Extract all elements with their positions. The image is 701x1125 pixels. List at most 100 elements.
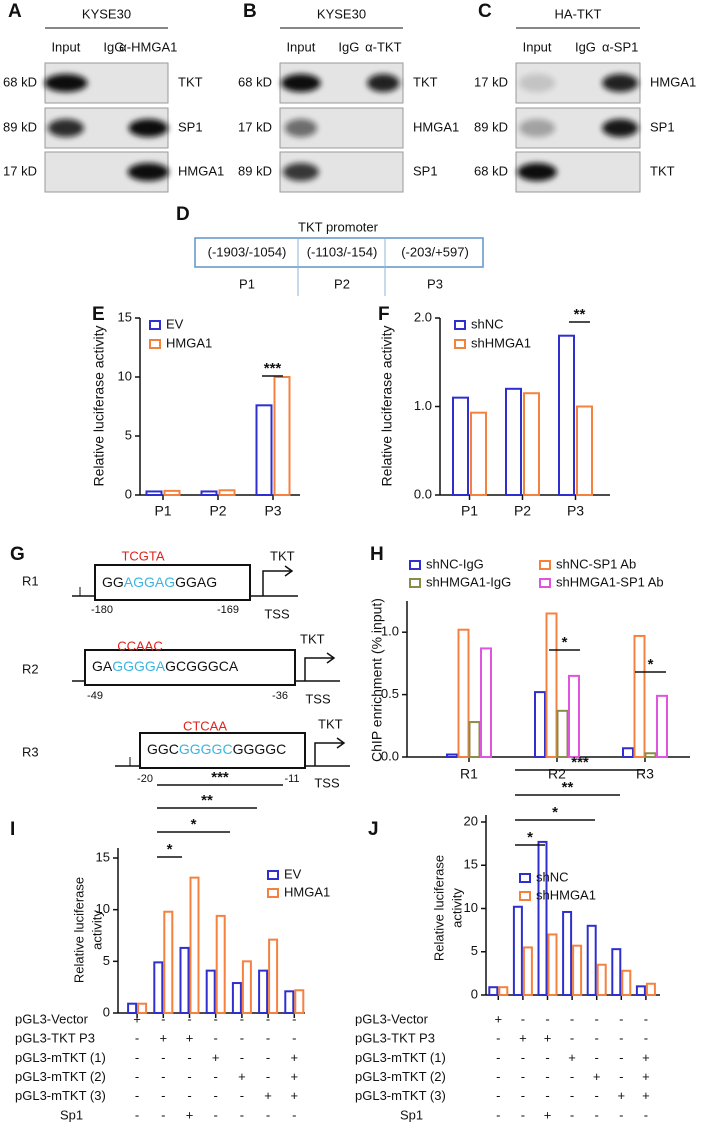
- legend-swatch: [539, 560, 551, 570]
- condition-sign: -: [135, 1050, 139, 1065]
- condition-sign: -: [135, 1069, 139, 1084]
- legend-swatch: [519, 891, 531, 901]
- condition-sign: -: [570, 1069, 574, 1084]
- legend-label: shNC-IgG: [426, 556, 484, 571]
- legend-label: HMGA1: [284, 884, 330, 899]
- y-axis-label: activity: [449, 888, 464, 928]
- condition-sign: -: [545, 1050, 549, 1065]
- condition-sign: -: [214, 1107, 218, 1122]
- condition-sign: +: [593, 1069, 601, 1084]
- y-tick-label: 20: [464, 813, 478, 828]
- condition-sign: +: [291, 1088, 299, 1103]
- condition-sign: +: [212, 1050, 220, 1065]
- condition-sign: +: [568, 1050, 576, 1065]
- y-tick-label: 15: [96, 849, 110, 864]
- condition-sign: -: [521, 1088, 525, 1103]
- protein-label: SP1: [413, 163, 438, 178]
- legend-swatch: [539, 578, 551, 588]
- bar: [498, 986, 509, 997]
- size-label: 68 kD: [3, 74, 37, 89]
- significance-label: ***: [211, 769, 229, 786]
- sequence-part: GGAG: [175, 574, 217, 590]
- bar: [522, 946, 533, 996]
- y-axis-label: Relative luciferase activity: [91, 325, 107, 486]
- condition-sign: -: [595, 1031, 599, 1046]
- y-tick-label: 15: [118, 309, 132, 324]
- legend-swatch: [149, 339, 161, 349]
- bar: [163, 489, 181, 496]
- y-tick-label: 15: [464, 857, 478, 872]
- size-label: 68 kD: [238, 74, 272, 89]
- condition-label: pGL3-mTKT (1): [355, 1050, 446, 1065]
- bar: [205, 969, 216, 1015]
- significance-label: *: [562, 634, 568, 651]
- size-label: 17 kD: [474, 74, 508, 89]
- protein-label: HMGA1: [650, 74, 696, 89]
- size-label: 89 kD: [474, 119, 508, 134]
- x-tick-label: R1: [460, 766, 478, 782]
- x-tick-label: R3: [636, 766, 654, 782]
- legend-label: HMGA1: [166, 335, 212, 350]
- y-axis-label: Relative luciferase: [71, 877, 86, 983]
- bar: [633, 634, 646, 758]
- bar: [255, 404, 273, 497]
- sequence: GGCGGGGCGGGGC: [147, 741, 286, 757]
- size-label: 89 kD: [238, 163, 272, 178]
- condition-sign: -: [496, 1031, 500, 1046]
- condition-sign: -: [595, 1107, 599, 1122]
- condition-sign: +: [291, 1050, 299, 1065]
- start-pos: -180: [91, 604, 113, 616]
- condition-sign: +: [133, 1011, 141, 1026]
- y-tick-label: 0: [103, 1004, 110, 1019]
- bar: [562, 910, 573, 997]
- tss-label: TSS: [314, 775, 340, 790]
- condition-sign: -: [619, 1011, 623, 1026]
- tss-arrow: [314, 737, 346, 766]
- significance-label: ***: [571, 754, 589, 771]
- band: [284, 119, 318, 137]
- start-pos: -49: [87, 690, 103, 702]
- condition-sign: -: [214, 1011, 218, 1026]
- legend-swatch: [409, 578, 421, 588]
- protein-label: TKT: [650, 163, 675, 178]
- legend-label: EV: [166, 316, 184, 331]
- end-pos: -36: [272, 690, 288, 702]
- condition-sign: -: [521, 1050, 525, 1065]
- bar: [644, 752, 657, 758]
- x-tick-label: P1: [461, 503, 478, 519]
- tss-arrow: [262, 565, 294, 596]
- panel-label: D: [176, 204, 190, 225]
- condition-sign: +: [642, 1050, 650, 1065]
- motif-box: [84, 649, 296, 686]
- bar: [452, 396, 469, 496]
- y-tick-label: 10: [464, 900, 478, 915]
- lane-label: Input: [51, 39, 80, 54]
- sequence: GGAGGAGGGAG: [102, 574, 217, 590]
- bar: [556, 709, 569, 758]
- sequence-part: GGGGA: [112, 658, 166, 674]
- x-tick-label: P3: [567, 503, 584, 519]
- bar: [534, 691, 546, 758]
- protein-label: TKT: [178, 74, 203, 89]
- condition-sign: -: [496, 1107, 500, 1122]
- bar: [576, 405, 593, 496]
- gene-label: TKT: [300, 631, 325, 646]
- condition-sign: -: [187, 1050, 191, 1065]
- panel-label: G: [10, 544, 25, 565]
- bar: [179, 946, 190, 1015]
- condition-sign: -: [161, 1069, 165, 1084]
- condition-label: Sp1: [60, 1107, 83, 1122]
- y-tick-label: 5: [125, 427, 132, 442]
- segment-range: (-1103/-154): [307, 244, 378, 259]
- band: [519, 74, 556, 92]
- motif-box: [94, 564, 251, 601]
- panel-label: C: [478, 1, 492, 22]
- protein-label: HMGA1: [413, 119, 459, 134]
- y-axis-label: ChIP enrichment (% input): [369, 598, 385, 762]
- condition-label: pGL3-TKT P3: [15, 1031, 95, 1046]
- y-tick-label: 2.0: [414, 309, 432, 324]
- gene-label: TKT: [318, 716, 343, 731]
- bar: [635, 985, 646, 996]
- bar: [294, 989, 305, 1014]
- significance-label: **: [201, 792, 213, 809]
